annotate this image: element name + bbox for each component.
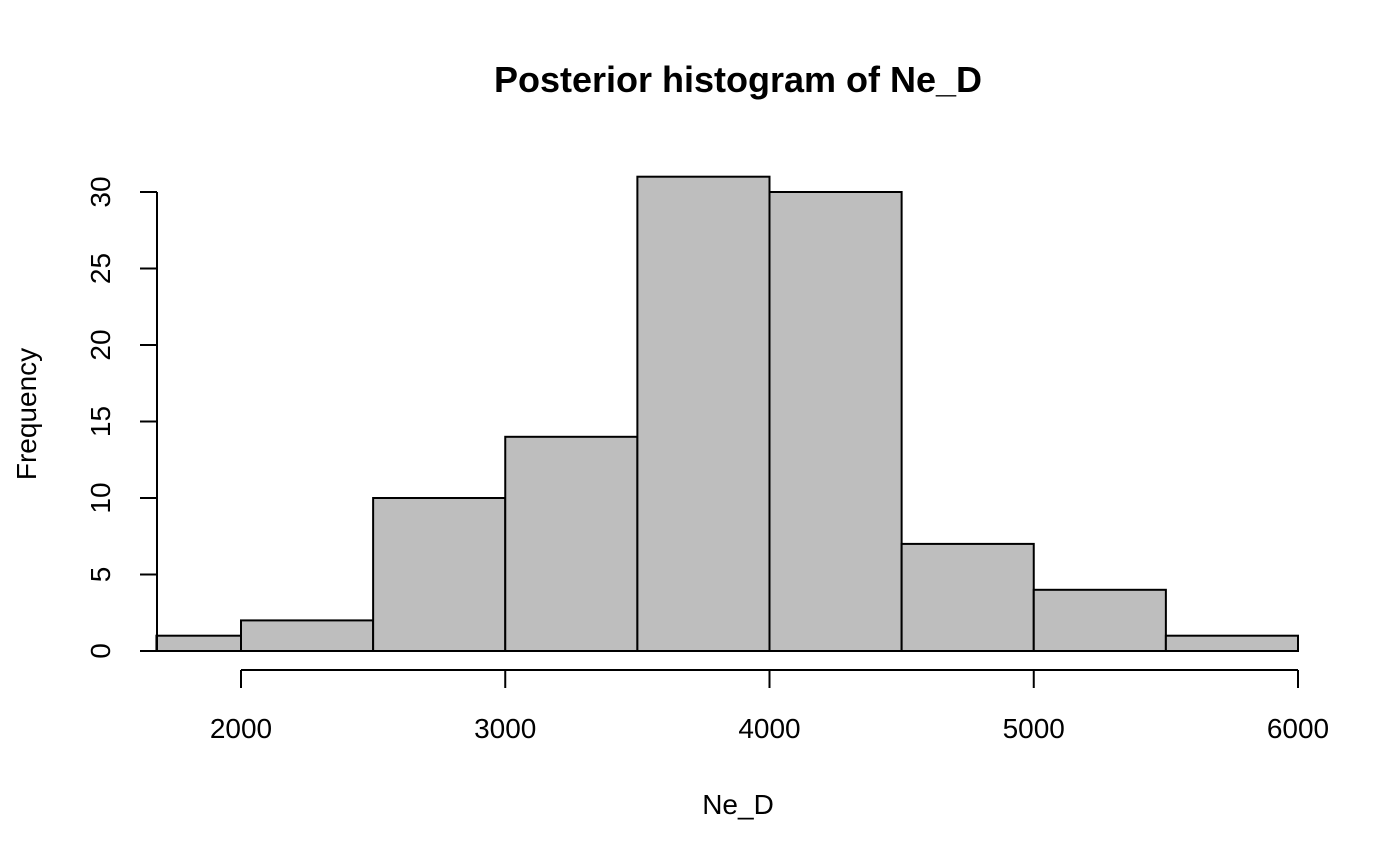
y-tick-label-1: 5 [85, 567, 116, 583]
histogram-bar-7 [1032, 588, 1167, 652]
histogram-bar-6 [900, 542, 1035, 653]
x-tick-label-0: 2000 [210, 713, 272, 744]
y-tick-label-2: 10 [85, 482, 116, 513]
histogram-bar-2 [372, 497, 507, 652]
histogram-bar-8 [1164, 634, 1299, 653]
histogram-bar-1 [240, 619, 375, 653]
x-axis: 2000 3000 4000 5000 6000 [210, 669, 1329, 744]
y-tick-label-4: 20 [85, 329, 116, 360]
bars-group [155, 175, 1299, 653]
x-tick-label-3: 5000 [1003, 713, 1065, 744]
histogram-bar-4 [636, 175, 771, 652]
x-tick-label-1: 3000 [474, 713, 536, 744]
y-axis-label: Frequency [11, 348, 42, 480]
histogram-bar-0 [155, 634, 242, 653]
histogram-bar-5 [768, 191, 903, 652]
y-tick-label-3: 15 [85, 406, 116, 437]
x-tick-label-4: 6000 [1267, 713, 1329, 744]
y-tick-label-6: 30 [85, 176, 116, 207]
y-axis: 0 5 10 15 20 25 30 [85, 176, 158, 659]
y-tick-label-0: 0 [85, 643, 116, 659]
x-tick-label-2: 4000 [738, 713, 800, 744]
chart-title: Posterior histogram of Ne_D [494, 59, 982, 100]
x-axis-label: Ne_D [702, 789, 774, 820]
y-tick-label-5: 25 [85, 253, 116, 284]
histogram-bar-3 [504, 435, 639, 652]
